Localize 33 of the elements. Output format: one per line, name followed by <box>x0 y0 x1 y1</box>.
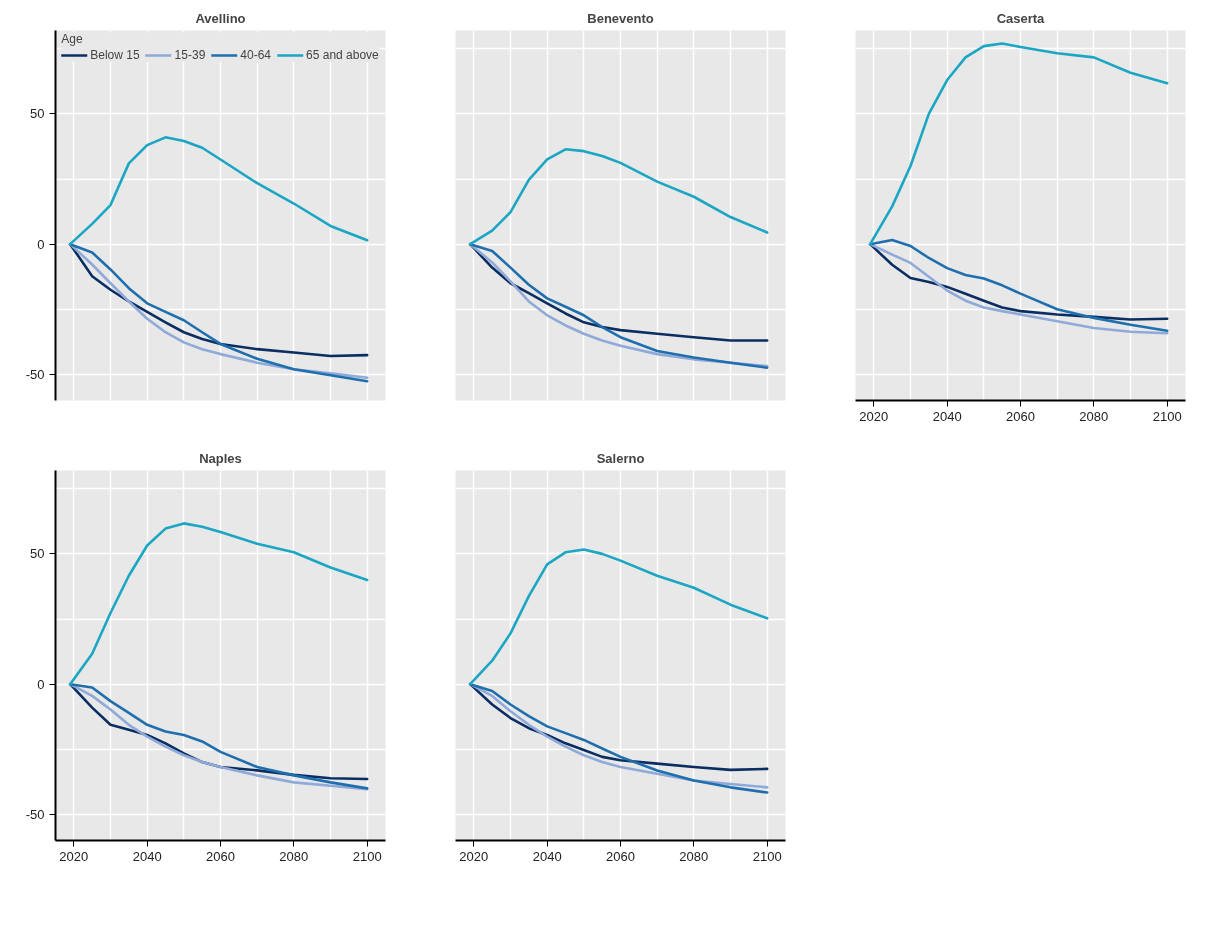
chart-title: Naples <box>199 450 242 466</box>
y-tick-label: -50 <box>25 366 45 382</box>
legend-label: 15-39 <box>174 48 206 62</box>
y-tick-label: 50 <box>30 106 45 122</box>
x-tick-label: 2080 <box>679 848 709 864</box>
x-tick-label: 2040 <box>932 408 962 424</box>
line-series <box>68 136 369 246</box>
x-tick-label: 2060 <box>606 848 635 864</box>
x-tick-label: 2100 <box>752 848 782 864</box>
legend-label: 65 and above <box>306 48 379 62</box>
x-tick-label: 2100 <box>352 848 382 864</box>
x-tick-label: 2040 <box>132 848 162 864</box>
x-tick-label: 2080 <box>1079 408 1109 424</box>
line-series <box>68 522 369 686</box>
x-tick-label: 2020 <box>459 848 489 864</box>
chart-title: Benevento <box>587 10 654 26</box>
y-tick-label: -50 <box>25 806 45 822</box>
legend-label: 40-64 <box>240 48 272 62</box>
x-tick-label: 2080 <box>279 848 309 864</box>
y-tick-label: 0 <box>37 236 45 252</box>
chart-title: Salerno <box>596 450 645 466</box>
x-tick-label: 2100 <box>1152 408 1182 424</box>
x-tick-label: 2020 <box>859 408 889 424</box>
x-tick-label: 2040 <box>532 848 562 864</box>
x-tick-label: 2060 <box>206 848 235 864</box>
legend-title: Age <box>61 32 84 46</box>
x-tick-label: 2060 <box>1006 408 1035 424</box>
y-tick-label: 0 <box>37 676 45 692</box>
x-tick-label: 2020 <box>59 848 89 864</box>
chart-title: Caserta <box>996 10 1046 26</box>
legend-label: Below 15 <box>90 48 140 62</box>
chart-title: Avellino <box>195 10 246 26</box>
y-tick-label: 50 <box>30 546 45 562</box>
